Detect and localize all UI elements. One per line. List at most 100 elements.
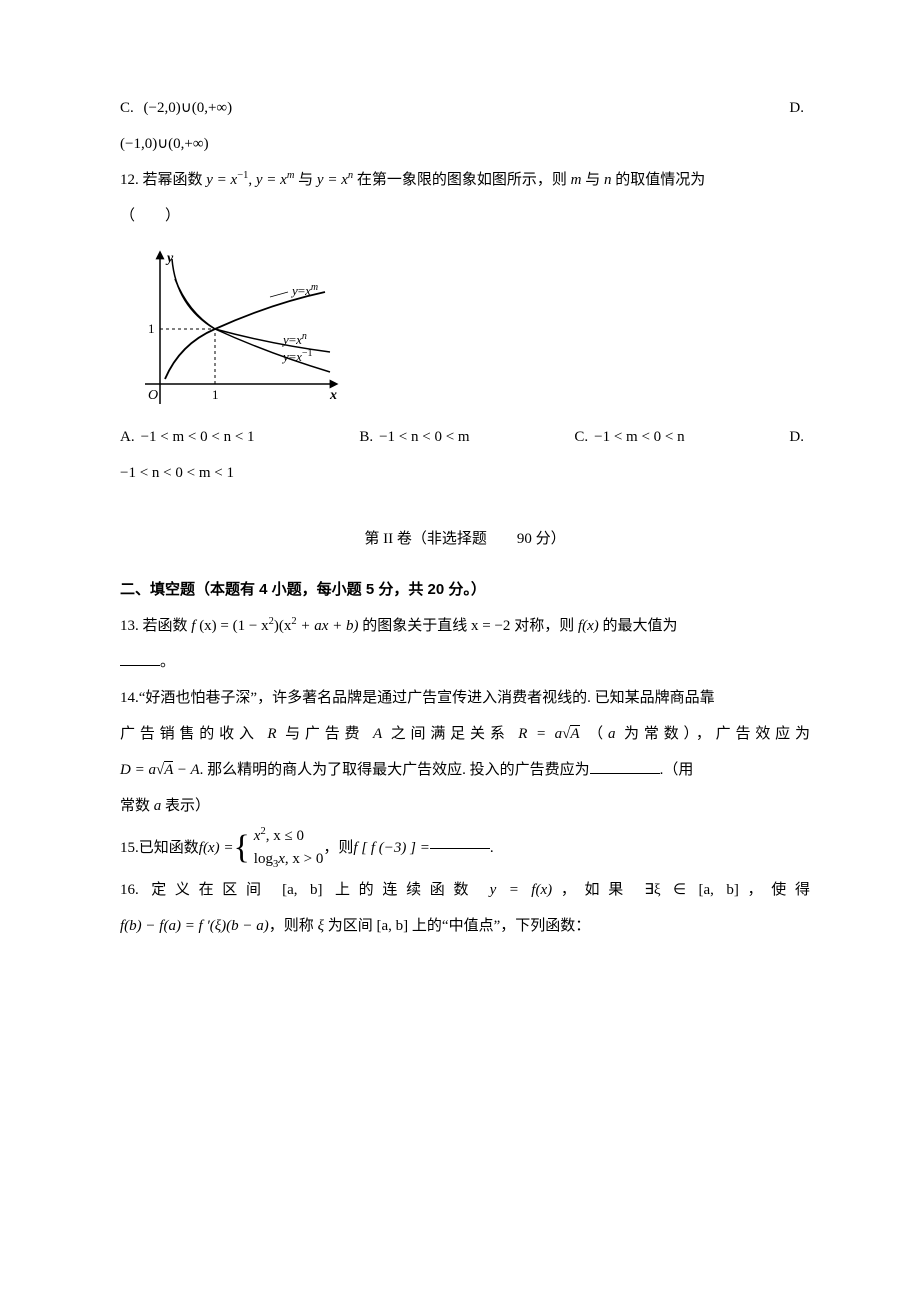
q12-fun2: y = xm xyxy=(256,172,295,188)
q16-text-b: 上的连续函数 xyxy=(323,882,490,898)
q12-text-e: 的取值情况为 xyxy=(615,172,705,188)
q12-d-expr: −1 < n < 0 < m < 1 xyxy=(120,465,234,481)
q14-text-j: 常数 xyxy=(120,798,154,814)
q15-text-a: 已知函数 xyxy=(139,830,199,866)
q14-text-f: 为常数），广告效应为 xyxy=(615,726,809,742)
q12-stem: 12. 若幂函数 y = x−1, y = xm 与 y = xn 在第一象限的… xyxy=(120,162,810,198)
q14-line3: D = a√A − A. 那么精明的商人为了取得最大广告效应. 投入的广告费应为… xyxy=(120,752,810,788)
q13-num: 13. xyxy=(120,618,139,634)
q16-ab1: [a, b] xyxy=(282,882,322,898)
prev-option-d-label-only: D. xyxy=(789,90,810,126)
q14-text-d: 之间满足关系 xyxy=(382,726,518,742)
q14-line1: 14.“好酒也怕巷子深”，许多著名品牌是通过广告宣传进入消费者视线的. 已知某品… xyxy=(120,680,810,716)
q16-eqn: f(b) − f(a) = f ′(ξ)(b − a) xyxy=(120,918,269,934)
q12-options-row1: A. −1 < m < 0 < n < 1 B. −1 < n < 0 < m C.… xyxy=(120,419,810,455)
q12-fun3: y = xn xyxy=(317,172,353,188)
q12-comma: , xyxy=(248,172,256,188)
power-function-graph: y x O 1 1 y=xm y=xn y=x−1 xyxy=(120,244,345,414)
q12-n: n xyxy=(604,172,612,188)
q15-expr: f [ f (−3) ] = xyxy=(353,830,430,866)
q13: 13. 若函数 f (x) = (1 − x2)(x2 + ax + b) 的图… xyxy=(120,608,810,644)
q14-text-i: .（用 xyxy=(660,762,694,778)
opt-c-label: C. xyxy=(120,100,134,116)
fill-blank-subhead: 二、填空题（本题有 4 小题，每小题 5 分，共 20 分。） xyxy=(120,572,810,608)
opt-d-expr: (−1,0)∪(0,+∞) xyxy=(120,136,209,152)
q13-fx2: f(x) xyxy=(578,618,599,634)
q14-text-h: . 那么精明的商人为了取得最大广告效应. 投入的广告费应为 xyxy=(200,762,590,778)
q12-chart: y x O 1 1 y=xm y=xn y=x−1 xyxy=(120,244,810,414)
q12-fun1: y = x−1 xyxy=(206,172,248,188)
q15-piecewise: { x2, x ≤ 0 log3x, x > 0 xyxy=(233,824,323,872)
q16-text-e: ，则称 xyxy=(269,918,318,934)
section-ii-title: 第 II 卷（非选择题 90 分） xyxy=(120,521,810,557)
q13-text-d: 的最大值为 xyxy=(603,618,678,634)
q12-option-d-expr: −1 < n < 0 < m < 1 xyxy=(120,455,810,491)
q14-eqR: R = a√A xyxy=(518,725,579,742)
q14-text-k: 表示） xyxy=(161,798,210,814)
q13-text-c: 对称，则 xyxy=(514,618,578,634)
q12-b-expr: −1 < n < 0 < m xyxy=(379,429,470,445)
q15-fx: (x) = xyxy=(203,830,234,866)
q13-blank-row: 。 xyxy=(120,644,810,680)
q15-text-b: ，则 xyxy=(323,830,353,866)
q12-c-label: C. xyxy=(574,429,588,445)
svg-text:x: x xyxy=(329,388,337,403)
q14-text-c: 与广告费 xyxy=(277,726,373,742)
q14-eqD: D = a√A − A xyxy=(120,761,200,778)
svg-text:y=xm: y=xm xyxy=(290,282,318,298)
q16-num: 16. xyxy=(120,882,139,898)
svg-text:y: y xyxy=(165,251,174,266)
q12-b-label: B. xyxy=(359,429,373,445)
q16-text-a: 定义在区间 xyxy=(151,882,282,898)
svg-text:y=x−1: y=x−1 xyxy=(281,348,313,364)
q14-line4: 常数 a 表示） xyxy=(120,788,810,824)
q13-line: x = −2 xyxy=(471,618,510,634)
q14-text-e: （ xyxy=(580,726,608,742)
q16-exist: ∃ξ ∈ [a, b] xyxy=(644,882,738,898)
q15-period: . xyxy=(490,830,494,866)
q14-R: R xyxy=(267,726,276,742)
q13-text-b: 的图象关于直线 xyxy=(362,618,471,634)
q12-text-a: 若幂函数 xyxy=(143,172,207,188)
q14-A: A xyxy=(373,726,382,742)
q14-text-b: 广告销售的收入 xyxy=(120,726,267,742)
q16-line2: f(b) − f(a) = f ′(ξ)(b − a)，则称 ξ 为区间 [a,… xyxy=(120,908,810,944)
q12-c-expr: −1 < m < 0 < n xyxy=(594,429,685,445)
prev-option-c: C. (−2,0)∪(0,+∞) xyxy=(120,90,232,126)
q15: 15. 已知函数 f (x) = { x2, x ≤ 0 log3x, x > … xyxy=(120,824,810,872)
q12-d-label: D. xyxy=(789,429,804,445)
svg-text:1: 1 xyxy=(148,321,155,336)
q16-yfx: y = f(x) xyxy=(490,882,553,898)
q12-text-b: 与 xyxy=(298,172,317,188)
q12-a-label: A. xyxy=(120,429,135,445)
svg-text:O: O xyxy=(148,388,158,403)
q12-num: 12. xyxy=(120,172,139,188)
q12-a-expr: −1 < m < 0 < n < 1 xyxy=(141,429,255,445)
prev-option-d-expr-row: (−1,0)∪(0,+∞) xyxy=(120,126,810,162)
q13-blank xyxy=(120,665,160,666)
prev-option-c-row: C. (−2,0)∪(0,+∞) D. xyxy=(120,90,810,126)
q16-ab2: [a, b] xyxy=(377,918,409,934)
q15-num: 15. xyxy=(120,830,139,866)
q14-blank xyxy=(590,773,660,774)
q16-text-d: ，使得 xyxy=(739,882,810,898)
q13-period: 。 xyxy=(160,654,175,670)
q16-text-g: 上的“中值点”，下列函数： xyxy=(408,918,590,934)
q12-text-d: 与 xyxy=(585,172,604,188)
q15-blank xyxy=(430,848,490,849)
q12-m: m xyxy=(571,172,582,188)
q13-func: f (x) = (1 − x2)(x2 + ax + b) xyxy=(191,618,362,634)
q16-line1: 16. 定义在区间 [a, b] 上的连续函数 y = f(x)，如果 ∃ξ ∈… xyxy=(120,872,810,908)
opt-d-label: D. xyxy=(789,100,804,116)
q16-text-f: 为区间 xyxy=(324,918,377,934)
q16-text-c: ，如果 xyxy=(552,882,644,898)
q13-text-a: 若函数 xyxy=(143,618,192,634)
svg-text:1: 1 xyxy=(212,387,219,402)
q12-text-c: 在第一象限的图象如图所示，则 xyxy=(357,172,571,188)
opt-c-expr: (−2,0)∪(0,+∞) xyxy=(144,100,233,116)
q14-line2: 广告销售的收入 R 与广告费 A 之间满足关系 R = a√A （a 为常数），… xyxy=(120,716,810,752)
brace-icon: { xyxy=(233,831,249,865)
q14-num: 14. xyxy=(120,690,139,706)
svg-text:y=xn: y=xn xyxy=(281,331,307,347)
q14-text-a: “好酒也怕巷子深”，许多著名品牌是通过广告宣传进入消费者视线的. 已知某品牌商品… xyxy=(139,690,715,706)
